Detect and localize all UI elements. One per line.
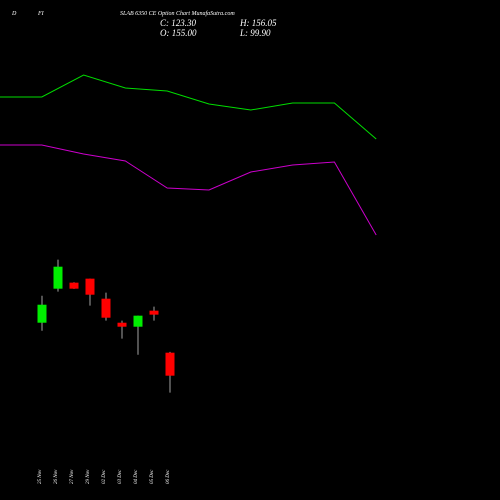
- high-label: H: 156.05: [239, 18, 277, 28]
- candle-body: [101, 298, 111, 318]
- open-label: O: 155.00: [160, 28, 197, 38]
- candle-body: [69, 282, 79, 289]
- close-label: C: 123.30: [160, 18, 197, 28]
- header-left: D: [11, 11, 17, 17]
- candle-body: [85, 278, 95, 295]
- x-tick-label: 03 Dec: [118, 469, 123, 484]
- x-tick-label: 25 Nov: [38, 469, 43, 484]
- x-tick-label: 06 Dec: [166, 469, 171, 484]
- x-tick-label: 29 Nov: [86, 469, 91, 484]
- indicator-line: [0, 144, 377, 236]
- chart-title: SLAB 6350 CE Option Chart MunafaSutra.co…: [120, 10, 235, 17]
- header-mid: FI: [37, 11, 45, 17]
- candle-body: [117, 322, 127, 327]
- candle-body: [53, 266, 63, 289]
- x-tick-label: 27 Nov: [70, 469, 75, 484]
- candle-body: [133, 315, 143, 327]
- indicator-line: [0, 74, 377, 140]
- x-tick-label: 02 Dec: [102, 469, 107, 484]
- candle-body: [149, 310, 159, 315]
- low-label: L: 99.90: [239, 28, 271, 38]
- x-tick-label: 04 Dec: [134, 469, 139, 484]
- x-tick-label: 26 Nov: [54, 469, 59, 484]
- candle-body: [165, 352, 175, 376]
- x-tick-label: 05 Dec: [150, 469, 155, 484]
- candle-body: [37, 304, 47, 323]
